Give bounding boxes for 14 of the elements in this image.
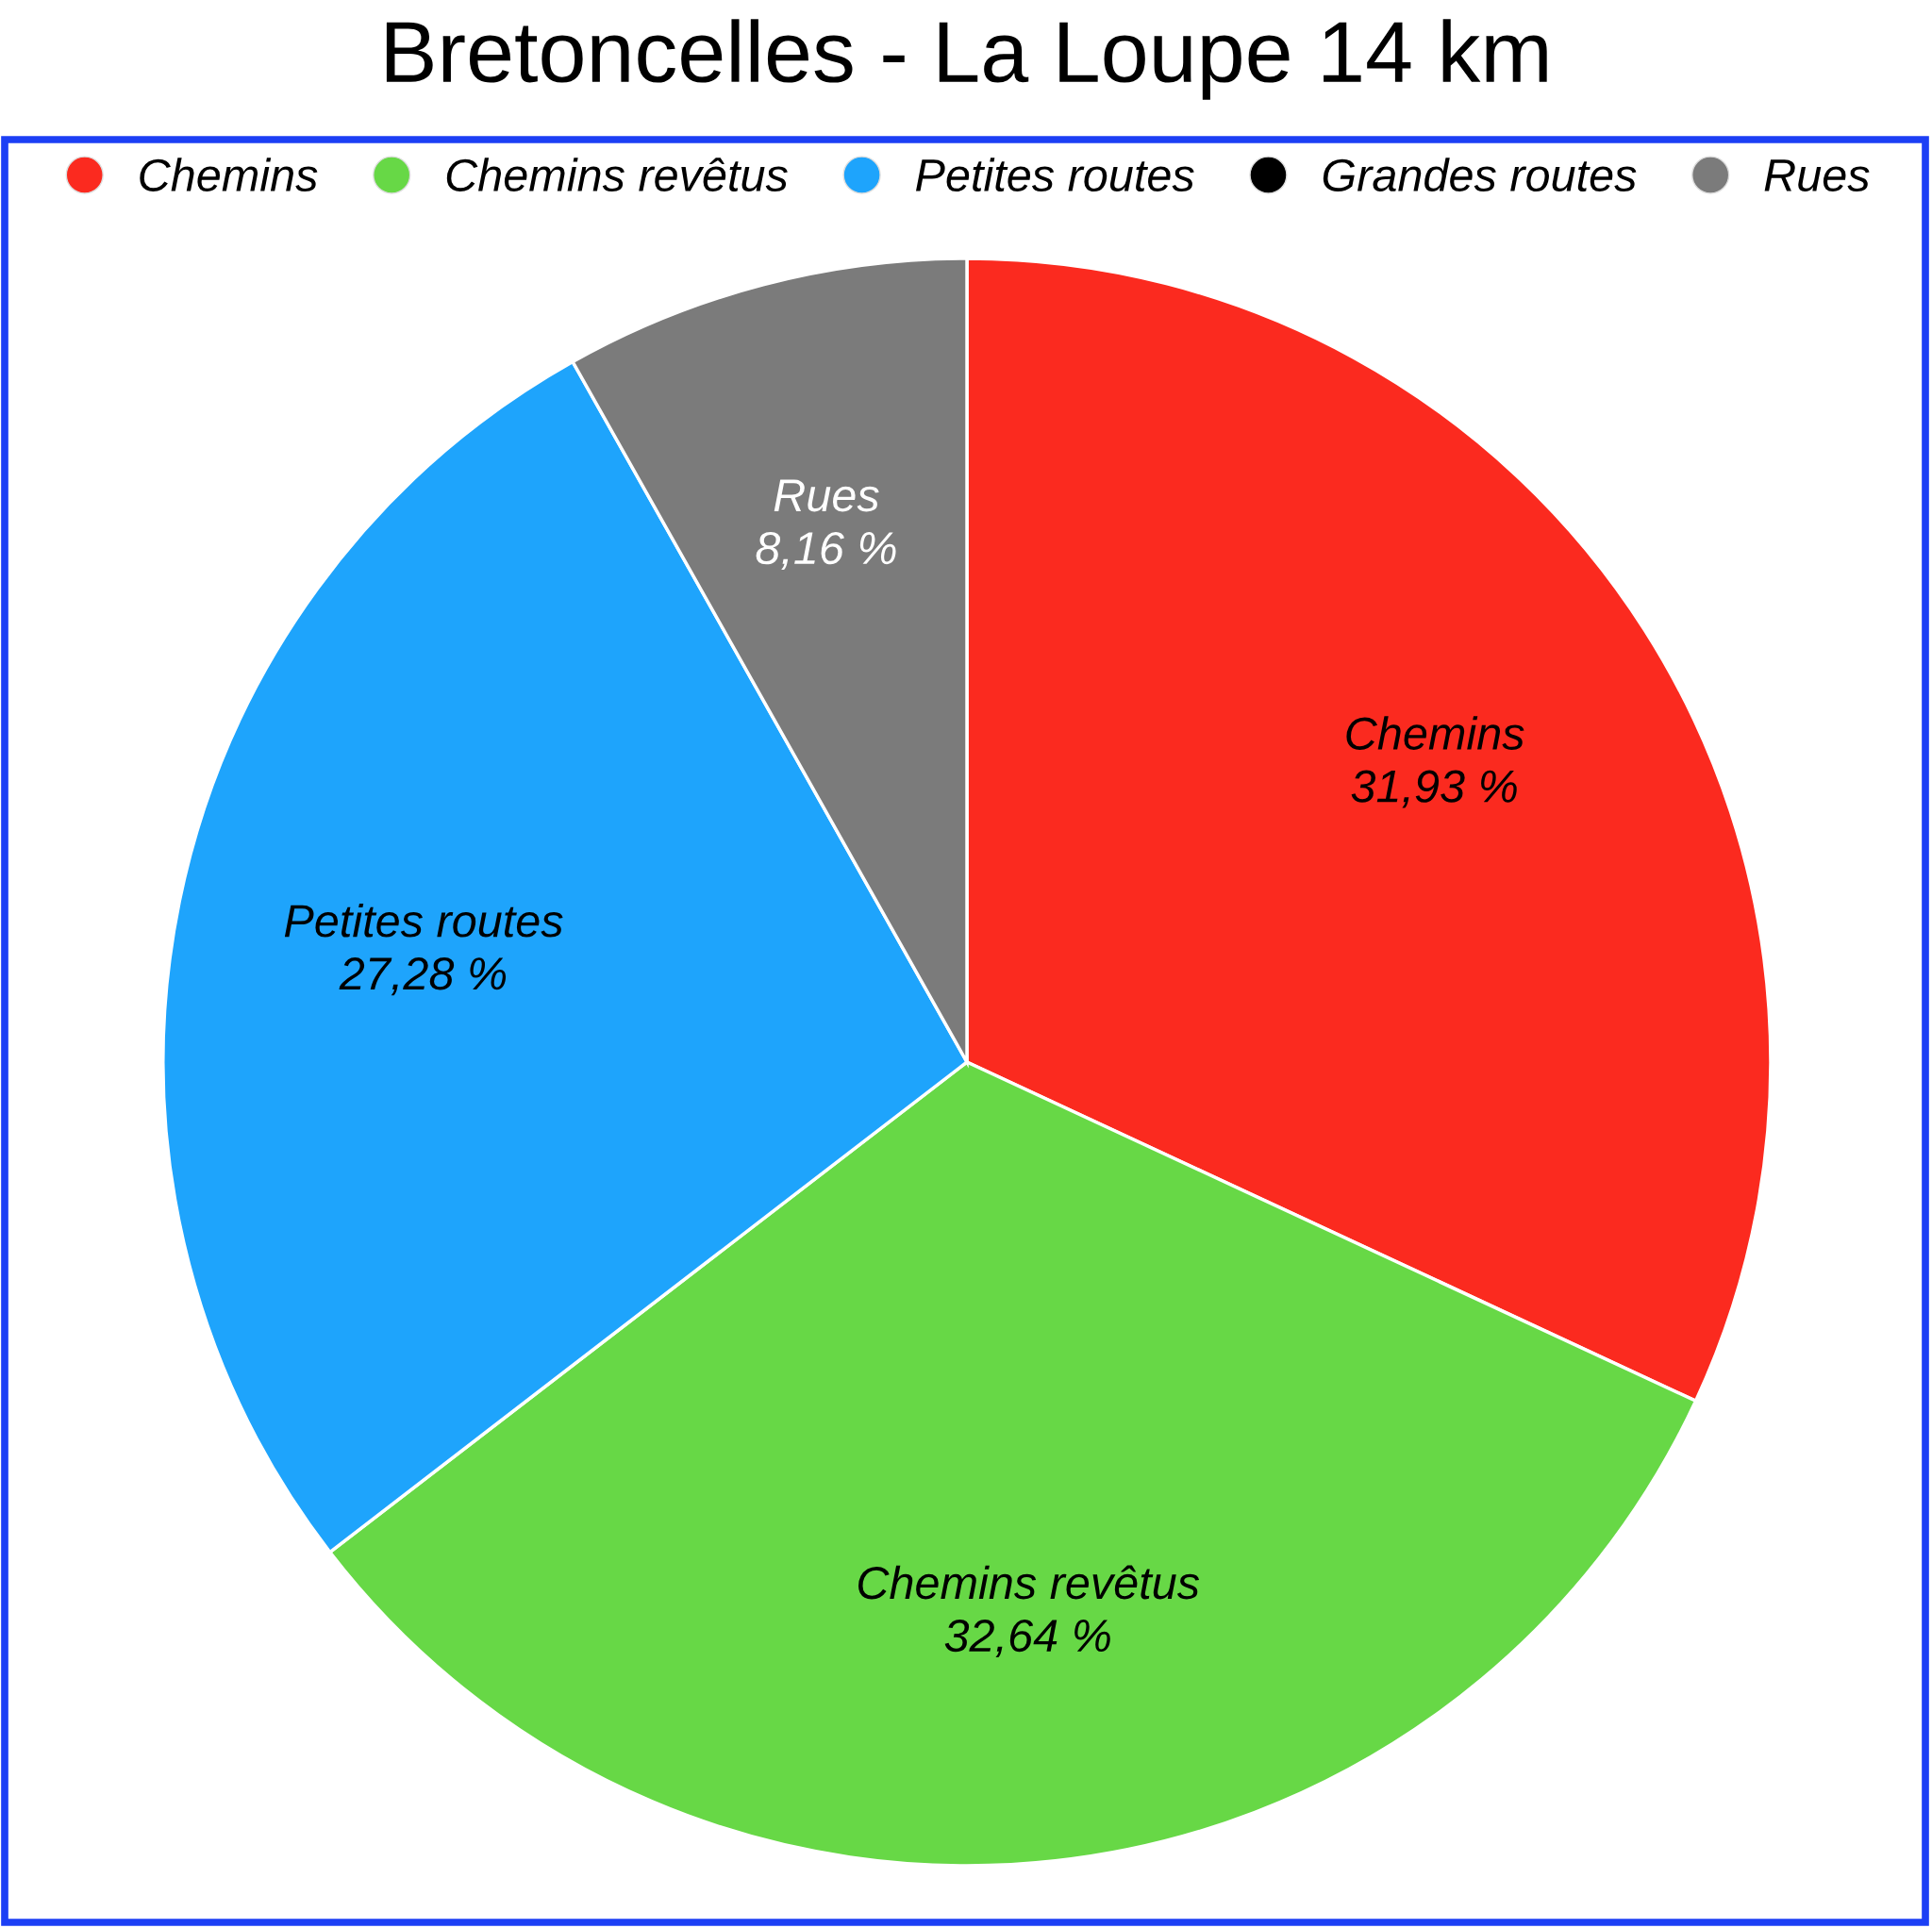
slice-label: Petites routes: [284, 903, 563, 938]
legend-label: Grandes routes: [1323, 158, 1637, 192]
slice-label: Rues: [774, 479, 879, 512]
data-label: 27,28 %: [339, 957, 507, 996]
slice-label: Chemins: [1346, 716, 1524, 750]
data-label: 32,64 %: [944, 1619, 1110, 1658]
legend-label: Chemins revêtus: [446, 158, 788, 192]
slice-label: Chemins revêtus: [858, 1565, 1200, 1600]
data-label: 31,93 %: [1351, 770, 1517, 808]
legend-label: Rues: [1764, 159, 1870, 192]
data-label: 8,16 %: [756, 531, 896, 571]
legend-label: Chemins: [140, 158, 318, 192]
legend-label: Petites routes: [916, 158, 1194, 192]
chart-title: Bretoncelles - La Loupe 14 km: [386, 19, 1547, 100]
